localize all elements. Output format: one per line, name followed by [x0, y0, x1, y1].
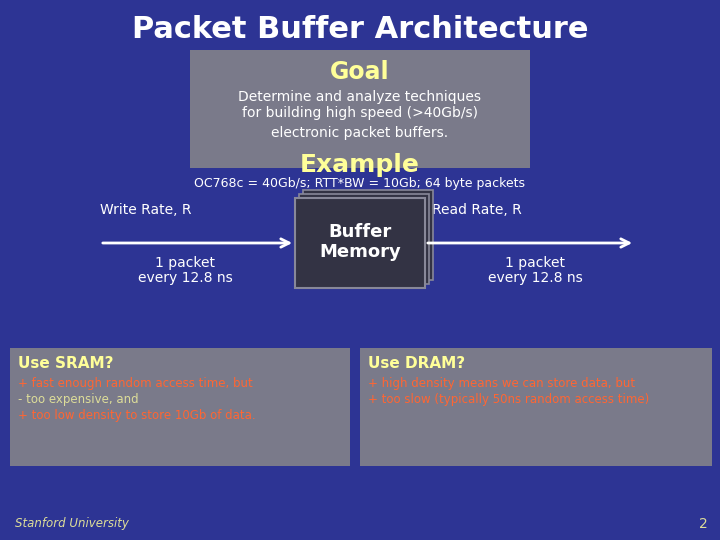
Text: Goal: Goal — [330, 60, 390, 84]
Text: Determine and analyze techniques: Determine and analyze techniques — [238, 90, 482, 104]
Text: Use DRAM?: Use DRAM? — [368, 356, 465, 372]
Text: + too slow (typically 50ns random access time): + too slow (typically 50ns random access… — [368, 394, 649, 407]
Text: every 12.8 ns: every 12.8 ns — [138, 271, 233, 285]
Text: 1 packet: 1 packet — [155, 256, 215, 270]
Text: every 12.8 ns: every 12.8 ns — [487, 271, 582, 285]
Text: for building high speed (>40Gb/s): for building high speed (>40Gb/s) — [242, 106, 478, 120]
Bar — [299, 194, 429, 284]
Text: + too low density to store 10Gb of data.: + too low density to store 10Gb of data. — [18, 409, 256, 422]
Text: Packet Buffer Architecture: Packet Buffer Architecture — [132, 16, 588, 44]
Text: Stanford University: Stanford University — [15, 517, 129, 530]
Text: OC768c = 40Gb/s; RTT*BW = 10Gb; 64 byte packets: OC768c = 40Gb/s; RTT*BW = 10Gb; 64 byte … — [194, 177, 526, 190]
Bar — [10, 348, 350, 466]
Text: electronic packet buffers.: electronic packet buffers. — [271, 126, 449, 140]
Text: Use SRAM?: Use SRAM? — [18, 356, 114, 372]
Text: Read Rate, R: Read Rate, R — [432, 203, 522, 217]
Text: - too expensive, and: - too expensive, and — [18, 394, 139, 407]
Bar — [360, 348, 712, 466]
Text: 1 packet: 1 packet — [505, 256, 565, 270]
Text: Buffer: Buffer — [328, 223, 392, 241]
Text: 2: 2 — [699, 517, 708, 531]
Bar — [303, 190, 433, 280]
Text: + high density means we can store data, but: + high density means we can store data, … — [368, 377, 635, 390]
Text: Example: Example — [300, 153, 420, 177]
Bar — [295, 198, 425, 288]
Text: Memory: Memory — [319, 243, 401, 261]
Bar — [190, 50, 530, 168]
Text: + fast enough random access time, but: + fast enough random access time, but — [18, 377, 253, 390]
Text: Write Rate, R: Write Rate, R — [100, 203, 192, 217]
